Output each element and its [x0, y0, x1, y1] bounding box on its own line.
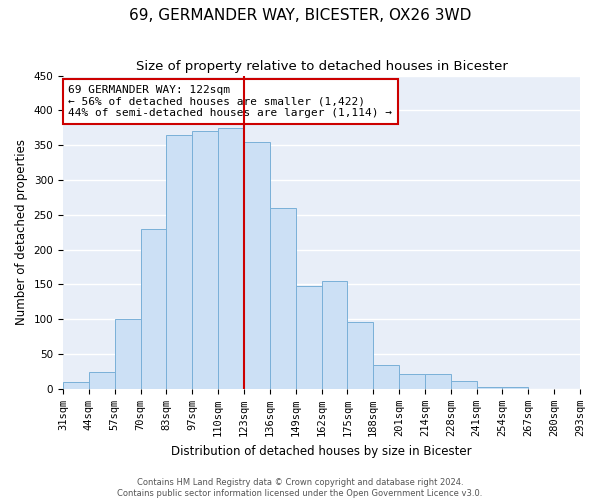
Bar: [115, 320, 140, 389]
Text: 69 GERMANDER WAY: 122sqm
← 56% of detached houses are smaller (1,422)
44% of sem: 69 GERMANDER WAY: 122sqm ← 56% of detach…: [68, 85, 392, 118]
Bar: [296, 286, 322, 389]
Y-axis label: Number of detached properties: Number of detached properties: [15, 139, 28, 325]
Text: 69, GERMANDER WAY, BICESTER, OX26 3WD: 69, GERMANDER WAY, BICESTER, OX26 3WD: [129, 8, 471, 22]
Bar: [347, 322, 373, 389]
Bar: [140, 229, 166, 389]
Bar: [451, 382, 476, 389]
Text: Contains HM Land Registry data © Crown copyright and database right 2024.
Contai: Contains HM Land Registry data © Crown c…: [118, 478, 482, 498]
Bar: [476, 387, 502, 389]
Bar: [89, 372, 115, 389]
Bar: [192, 132, 218, 389]
Bar: [63, 382, 89, 389]
Bar: [502, 387, 529, 389]
Bar: [244, 142, 270, 389]
Bar: [322, 281, 347, 389]
Bar: [166, 135, 192, 389]
Bar: [218, 128, 244, 389]
Bar: [373, 364, 399, 389]
Bar: [399, 374, 425, 389]
X-axis label: Distribution of detached houses by size in Bicester: Distribution of detached houses by size …: [171, 444, 472, 458]
Bar: [425, 374, 451, 389]
Title: Size of property relative to detached houses in Bicester: Size of property relative to detached ho…: [136, 60, 508, 73]
Bar: [270, 208, 296, 389]
